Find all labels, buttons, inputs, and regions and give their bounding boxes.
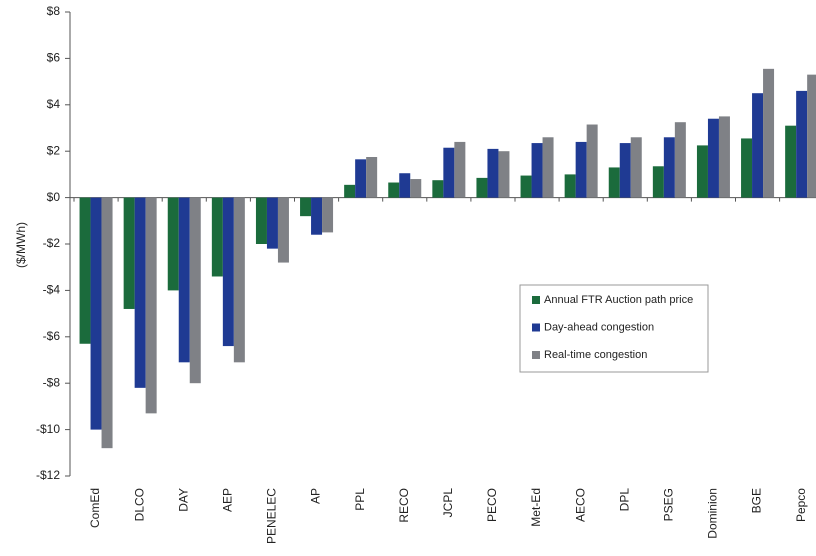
bar [575,141,587,198]
y-tick-label: -$2 [43,236,61,250]
x-tick-label: JCPL [441,488,455,518]
bar [807,74,816,198]
legend-swatch [532,351,540,359]
x-tick-label: AECO [573,488,587,522]
bar [619,143,631,198]
bar [90,197,102,430]
bar [277,197,289,263]
x-tick-label: Dominion [706,488,720,539]
bar [399,173,411,198]
x-tick-label: AEP [221,488,235,512]
bar [123,197,135,309]
bar [586,124,598,198]
legend-swatch [532,323,540,332]
bar [608,167,620,198]
bar [388,182,400,198]
bar [741,138,753,198]
bar [178,197,190,363]
x-tick-label: DLCO [132,488,146,521]
bar [344,184,356,198]
bar [696,145,708,198]
bar [79,197,91,344]
bar [443,147,455,198]
bar [211,197,223,277]
x-tick-label: PECO [485,488,499,522]
bar [255,197,267,244]
bar [233,197,245,363]
bar [167,197,179,291]
bar [311,197,323,235]
bar [266,197,278,249]
bar [410,179,422,198]
x-tick-label: Pepco [794,488,808,522]
y-tick-label: -$6 [43,329,61,343]
bar [454,141,466,198]
bar [476,177,488,198]
bar [707,118,719,198]
bar [487,148,499,198]
legend-swatch [532,296,540,304]
bar [145,197,157,414]
bar [796,90,808,198]
x-tick-label: DPL [617,488,631,512]
bar [355,159,367,198]
y-tick-label: $2 [47,143,61,157]
legend-box [519,284,709,373]
x-tick-label: PPL [353,488,367,511]
bar [498,151,510,198]
y-tick-label: $6 [47,51,61,65]
bar [752,93,764,198]
y-tick-label: $8 [47,4,61,18]
y-tick-label: -$12 [36,468,60,482]
x-tick-label: ComEd [88,488,102,528]
bar [101,197,113,449]
x-tick-label: RECO [397,488,411,523]
bar [718,116,730,198]
x-tick-label: BGE [750,488,764,513]
y-tick-label: -$4 [43,283,61,297]
bar [366,157,378,198]
y-axis-label: ($/MWh) [14,222,28,268]
bar [652,166,664,198]
x-tick-label: AP [309,488,323,504]
bar [432,180,444,198]
bar [189,197,201,384]
legend-label: Real-time congestion [544,349,647,361]
y-tick-label: -$8 [43,375,61,389]
y-tick-label: $4 [47,97,61,111]
bar [564,174,576,198]
legend-label: Day-ahead congestion [544,321,654,333]
bar [542,137,554,198]
bar [674,122,686,198]
x-tick-label: PENELEC [265,488,279,544]
bar [322,197,334,233]
y-tick-label: -$10 [36,422,60,436]
bar [300,197,312,217]
bar [222,197,234,347]
bar [785,125,797,198]
bar [763,68,775,198]
legend-label: Annual FTR Auction path price [544,294,693,306]
x-tick-label: DAY [176,488,190,512]
bar [630,137,642,198]
bar [134,197,146,388]
x-tick-label: Met-Ed [529,488,543,527]
bar [531,143,543,198]
x-tick-label: PSEG [662,488,676,521]
y-tick-label: $0 [47,190,61,204]
bar [663,137,675,198]
bar [520,175,532,198]
